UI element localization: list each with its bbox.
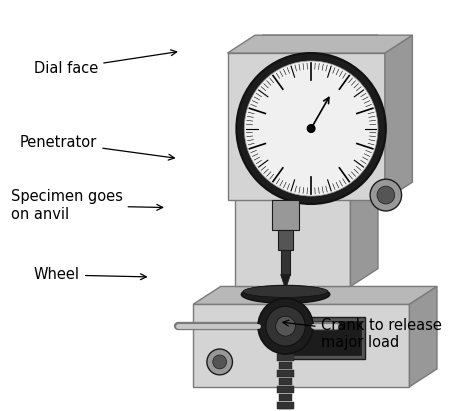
- Circle shape: [307, 125, 315, 132]
- FancyBboxPatch shape: [281, 250, 291, 275]
- Circle shape: [237, 53, 386, 204]
- Circle shape: [370, 179, 401, 211]
- FancyBboxPatch shape: [291, 321, 361, 355]
- Polygon shape: [410, 286, 437, 387]
- Circle shape: [207, 349, 232, 375]
- Polygon shape: [281, 275, 291, 289]
- FancyBboxPatch shape: [277, 386, 294, 393]
- FancyBboxPatch shape: [279, 362, 292, 369]
- Circle shape: [213, 355, 227, 369]
- Circle shape: [258, 298, 313, 354]
- Polygon shape: [350, 35, 378, 286]
- Text: Penetrator: Penetrator: [20, 135, 174, 160]
- Polygon shape: [236, 35, 378, 53]
- FancyBboxPatch shape: [272, 200, 299, 230]
- FancyBboxPatch shape: [278, 230, 293, 250]
- Text: Dial face: Dial face: [34, 50, 177, 76]
- Circle shape: [377, 186, 395, 204]
- Ellipse shape: [243, 286, 328, 298]
- Polygon shape: [193, 304, 410, 387]
- FancyBboxPatch shape: [279, 394, 292, 401]
- Circle shape: [244, 61, 378, 196]
- FancyBboxPatch shape: [279, 314, 292, 321]
- Circle shape: [266, 306, 305, 346]
- FancyBboxPatch shape: [277, 306, 294, 313]
- Polygon shape: [236, 53, 350, 286]
- Polygon shape: [193, 286, 437, 304]
- FancyBboxPatch shape: [277, 338, 294, 345]
- FancyBboxPatch shape: [279, 346, 292, 353]
- Polygon shape: [228, 53, 385, 200]
- FancyBboxPatch shape: [277, 322, 294, 329]
- FancyBboxPatch shape: [279, 378, 292, 385]
- FancyBboxPatch shape: [279, 410, 292, 411]
- FancyBboxPatch shape: [277, 354, 294, 361]
- FancyBboxPatch shape: [277, 370, 294, 377]
- Polygon shape: [385, 35, 412, 200]
- Circle shape: [276, 316, 295, 336]
- FancyBboxPatch shape: [279, 330, 292, 337]
- FancyBboxPatch shape: [286, 317, 365, 359]
- Ellipse shape: [241, 286, 330, 303]
- Polygon shape: [228, 35, 412, 53]
- Text: Crank to release
major load: Crank to release major load: [283, 318, 441, 350]
- Text: Wheel: Wheel: [34, 268, 146, 282]
- FancyBboxPatch shape: [277, 402, 294, 409]
- Text: Specimen goes
on anvil: Specimen goes on anvil: [11, 189, 163, 222]
